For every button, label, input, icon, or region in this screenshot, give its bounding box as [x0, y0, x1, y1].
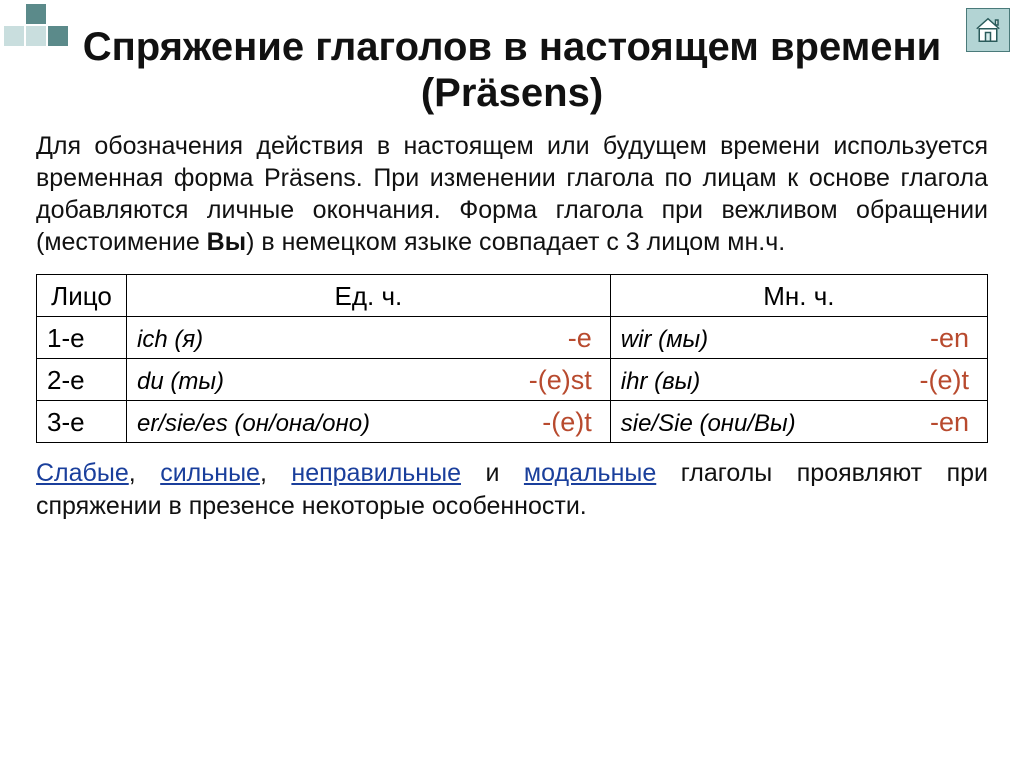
header-singular: Ед. ч. — [127, 275, 611, 317]
ending: -(e)t — [920, 365, 978, 396]
link-strong[interactable]: сильные — [160, 459, 260, 487]
slide-content: Спряжение глаголов в настоящем времени (… — [0, 0, 1024, 534]
pronoun: wir (мы) — [621, 326, 708, 354]
pronoun: du (ты) — [137, 368, 224, 396]
pronoun: ich (я) — [137, 326, 203, 354]
cell-person: 3-е — [37, 401, 127, 443]
table-header-row: Лицо Ед. ч. Мн. ч. — [37, 275, 988, 317]
sep: , — [129, 459, 160, 487]
cell-plural: ihr (вы) -(e)t — [610, 359, 987, 401]
link-weak[interactable]: Слабые — [36, 459, 129, 487]
header-plural: Мн. ч. — [610, 275, 987, 317]
corner-decoration — [4, 4, 68, 46]
cell-person: 2-е — [37, 359, 127, 401]
table-row: 1-е ich (я) -e wir (мы) -en — [37, 317, 988, 359]
cell-plural: sie/Sie (они/Вы) -en — [610, 401, 987, 443]
pronoun: ihr (вы) — [621, 368, 701, 396]
ending: -(e)t — [542, 407, 600, 438]
link-irregular[interactable]: неправильные — [291, 459, 461, 487]
table-row: 3-е er/sie/es (он/она/оно) -(e)t sie/Sie… — [37, 401, 988, 443]
pronoun: er/sie/es (он/она/оно) — [137, 410, 370, 438]
intro-bold: Вы — [207, 228, 246, 256]
sep: и — [461, 459, 524, 487]
cell-singular: du (ты) -(e)st — [127, 359, 611, 401]
cell-plural: wir (мы) -en — [610, 317, 987, 359]
ending: -(e)st — [529, 365, 600, 396]
sep: , — [260, 459, 291, 487]
header-person: Лицо — [37, 275, 127, 317]
intro-paragraph: Для обозначения действия в настоящем или… — [36, 130, 988, 258]
link-modal[interactable]: модальные — [524, 459, 656, 487]
footer-paragraph: Слабые, сильные, неправильные и модальны… — [36, 457, 988, 522]
pronoun: sie/Sie (они/Вы) — [621, 410, 796, 438]
ending: -en — [930, 407, 977, 438]
page-title: Спряжение глаголов в настоящем времени (… — [36, 24, 988, 116]
cell-singular: er/sie/es (он/она/оно) -(e)t — [127, 401, 611, 443]
cell-person: 1-е — [37, 317, 127, 359]
table-row: 2-е du (ты) -(e)st ihr (вы) -(e)t — [37, 359, 988, 401]
home-icon[interactable] — [966, 8, 1010, 52]
ending: -e — [568, 323, 600, 354]
conjugation-table: Лицо Ед. ч. Мн. ч. 1-е ich (я) -e wir (м… — [36, 274, 988, 443]
ending: -en — [930, 323, 977, 354]
intro-text-2: ) в немецком языке совпадает с 3 лицом м… — [246, 228, 785, 256]
cell-singular: ich (я) -e — [127, 317, 611, 359]
